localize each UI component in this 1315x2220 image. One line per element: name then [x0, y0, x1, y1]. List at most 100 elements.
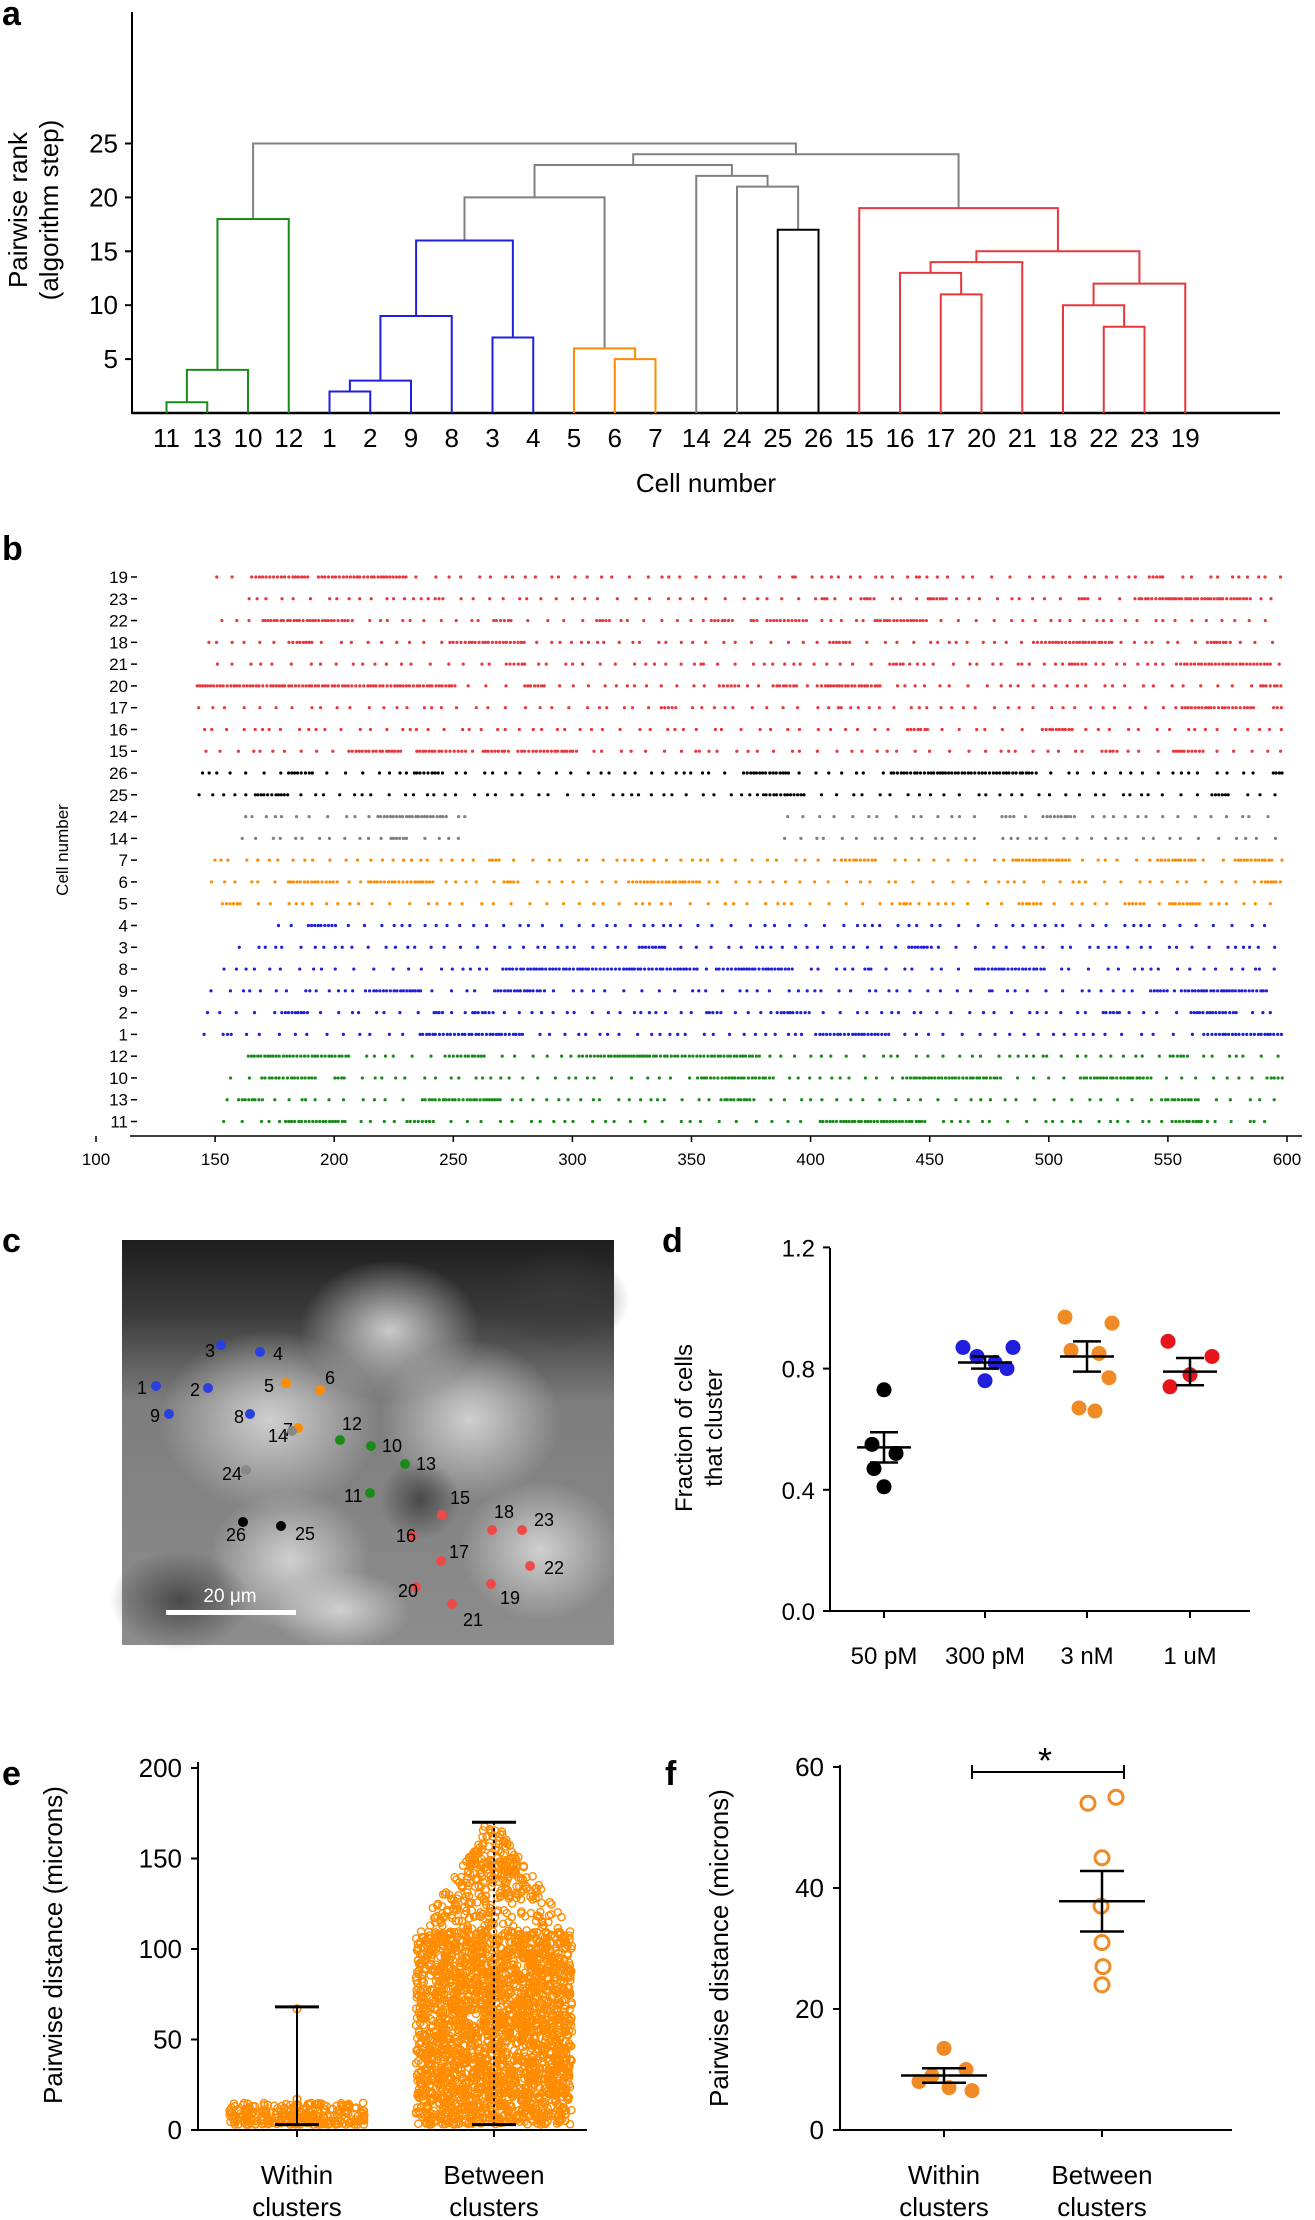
b-spike [591, 945, 595, 949]
b-spike [435, 1011, 439, 1015]
b-spike [890, 1011, 894, 1015]
b-spike [616, 1054, 620, 1058]
b-spike [632, 1011, 637, 1015]
b-spike [1103, 771, 1107, 775]
b-spike [560, 749, 564, 753]
b-spike [848, 858, 852, 862]
b-spike [459, 575, 463, 579]
b-spike [878, 684, 882, 688]
b-spike [764, 967, 768, 971]
b-spike [804, 618, 809, 623]
b-spike [1172, 749, 1176, 753]
b-spike [375, 880, 379, 884]
b-spike [843, 967, 847, 971]
b-spike [1221, 662, 1225, 666]
b-spike [474, 1076, 478, 1080]
b-spike [865, 1011, 869, 1015]
b-spike [798, 880, 802, 884]
e-data-point [498, 1919, 508, 1929]
b-spike [358, 1032, 362, 1036]
b-spike [1234, 1032, 1238, 1036]
e-data-point [477, 1844, 487, 1854]
b-spike [794, 618, 798, 623]
b-spike [650, 967, 654, 971]
b-spike [597, 706, 602, 710]
b-spike [464, 749, 468, 753]
b-spike [779, 967, 784, 971]
b-spike [364, 749, 368, 753]
b-spike [1237, 1076, 1241, 1080]
b-spike [461, 727, 465, 732]
b-spike [734, 880, 738, 884]
b-spike [1080, 662, 1084, 666]
b-spike [699, 662, 703, 666]
b-spike [969, 771, 973, 775]
b-spike [467, 727, 471, 732]
b-spike [1143, 706, 1148, 710]
b-spike [954, 945, 958, 949]
b-spike [502, 923, 506, 928]
b-spike [547, 1032, 552, 1036]
b-spike [1015, 1076, 1020, 1080]
b-spike [1126, 1119, 1130, 1124]
b-spike [1109, 1119, 1113, 1124]
b-spike [561, 967, 566, 971]
b-spike [816, 858, 820, 862]
b-spike [1242, 858, 1246, 862]
b-spike [299, 1054, 303, 1058]
b-spike [474, 1098, 478, 1102]
b-spike [438, 814, 442, 819]
b-spike [574, 1076, 578, 1080]
b-spike [870, 923, 875, 928]
b-spike [787, 989, 791, 993]
b-spike [1211, 1011, 1215, 1015]
b-spike [285, 1076, 289, 1080]
c-cell-label: 4 [273, 1344, 283, 1364]
b-spike [947, 771, 951, 775]
b-spike [271, 749, 275, 753]
b-spike [772, 618, 776, 623]
b-spike [725, 1098, 729, 1102]
b-spike [754, 1119, 758, 1124]
b-spike [490, 749, 494, 753]
b-spike [647, 967, 651, 971]
b-spike [771, 662, 775, 666]
b-spike [908, 1076, 913, 1080]
b-spike [740, 793, 744, 797]
b-spike [840, 836, 844, 840]
a-y-tick-label: 10 [89, 290, 118, 320]
b-spike [383, 1054, 388, 1058]
b-spike [1116, 1119, 1120, 1124]
b-spike [1233, 989, 1237, 993]
b-spike [783, 967, 787, 971]
b-spike [1247, 989, 1251, 993]
b-spike [701, 618, 705, 623]
b-spike [324, 618, 328, 623]
b-spike [723, 1098, 727, 1102]
b-spike [717, 967, 721, 971]
b-spike [538, 967, 542, 971]
b-spike [414, 814, 418, 819]
b-spike [917, 902, 921, 906]
b-spike [1246, 727, 1250, 732]
b-spike [510, 967, 515, 971]
b-spike [702, 1032, 706, 1036]
b-spike [405, 880, 409, 884]
b-spike [991, 771, 996, 775]
b-spike [865, 640, 869, 644]
b-spike [659, 706, 663, 710]
b-spike [244, 814, 248, 819]
b-spike [591, 989, 596, 993]
b-spike [829, 945, 834, 949]
b-spike [385, 989, 389, 993]
b-spike [571, 880, 575, 884]
b-spike [720, 858, 724, 862]
b-spike [782, 1011, 786, 1015]
b-spike [326, 618, 330, 623]
b-spike [745, 989, 749, 993]
b-spike [523, 684, 527, 688]
b-spike [503, 1032, 507, 1036]
b-spike [425, 858, 429, 862]
e-data-point [508, 1853, 517, 1863]
b-spike [1236, 858, 1240, 862]
